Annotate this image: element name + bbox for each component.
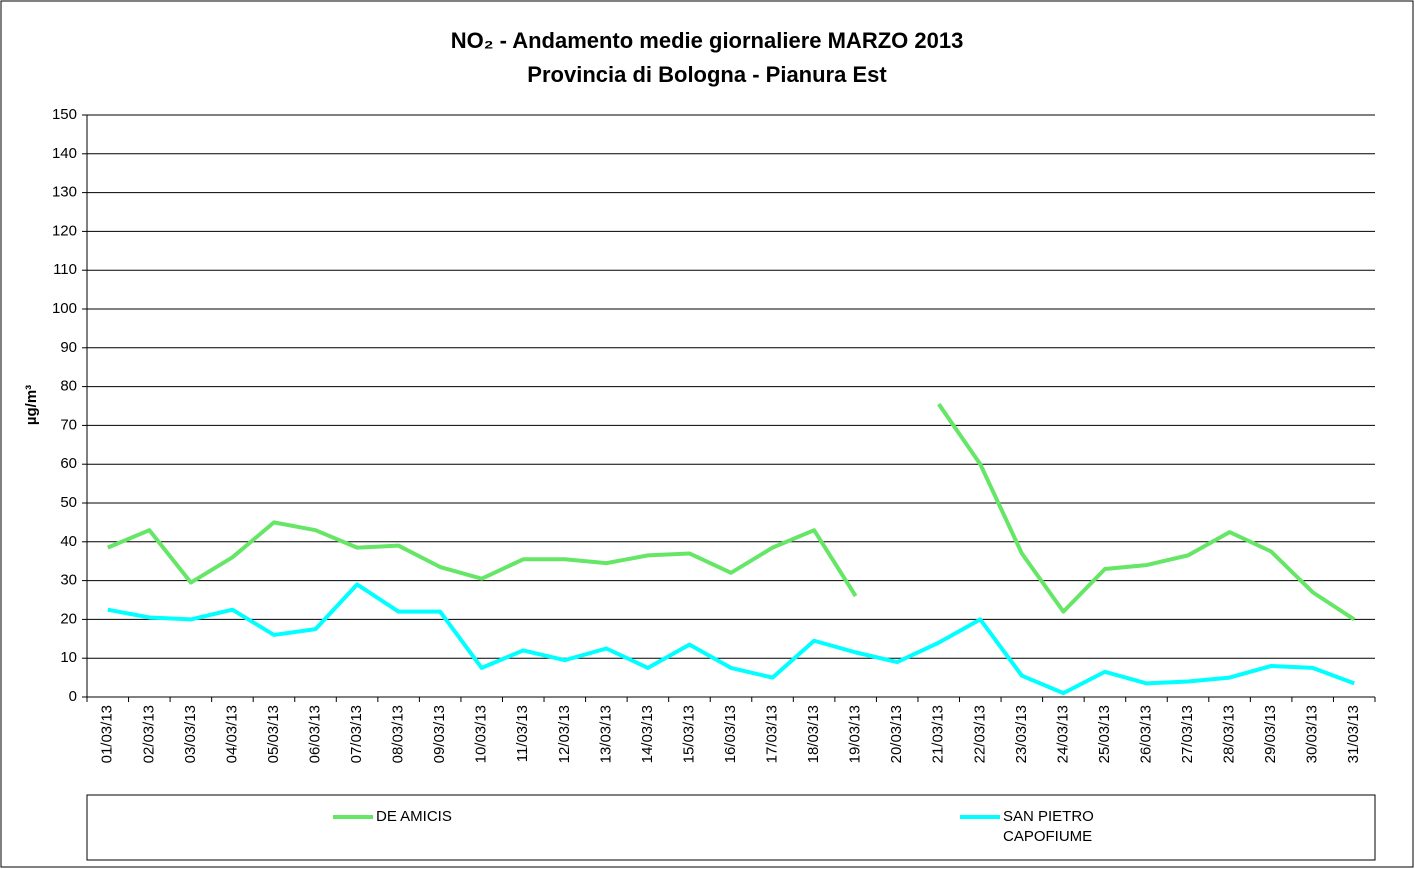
y-tick-label: 80: [60, 378, 77, 395]
x-tick-label: 20/03/13: [888, 705, 905, 763]
x-tick-label: 30/03/13: [1304, 705, 1321, 763]
y-tick-label: 140: [52, 145, 77, 162]
x-tick-label: 26/03/13: [1137, 705, 1154, 763]
y-tick-label: 50: [60, 494, 77, 511]
x-tick-label: 22/03/13: [971, 705, 988, 763]
x-tick-label: 23/03/13: [1013, 705, 1030, 763]
x-tick-label: 09/03/13: [431, 705, 448, 763]
x-tick-label: 31/03/13: [1345, 705, 1362, 763]
chart-subtitle: Provincia di Bologna - Pianura Est: [527, 62, 887, 87]
data-line: [107, 582, 1355, 696]
y-tick-label: 0: [69, 688, 77, 705]
y-tick-label: 60: [60, 455, 77, 472]
y-tick-label: 150: [52, 106, 77, 123]
data-line: [106, 402, 1356, 622]
x-tick-label: 28/03/13: [1221, 705, 1238, 763]
legend-box: [86, 794, 1376, 861]
x-tick-label: 18/03/13: [805, 705, 822, 763]
legend-label: DE AMICIS: [376, 808, 452, 825]
y-tick-label: 70: [60, 416, 77, 433]
x-tick-label: 24/03/13: [1054, 705, 1071, 763]
y-tick-label: 110: [53, 261, 77, 278]
x-tick-label: 12/03/13: [556, 705, 573, 763]
x-tick-label: 19/03/13: [847, 705, 864, 763]
y-tick-label: 30: [60, 572, 77, 589]
x-tick-label: 07/03/13: [348, 705, 365, 763]
y-tick-label: 120: [52, 222, 77, 239]
x-tick-label: 16/03/13: [722, 705, 739, 763]
y-axis-label: µg/m³: [23, 385, 40, 425]
x-tick-label: 15/03/13: [680, 705, 697, 763]
y-tick-label: 100: [52, 300, 77, 317]
y-tick-label: 10: [60, 649, 77, 666]
x-tick-label: 29/03/13: [1262, 705, 1279, 763]
x-tick-label: 13/03/13: [597, 705, 614, 763]
y-tick-label: 20: [60, 610, 77, 627]
legend-label: SAN PIETRO CAPOFIUME: [1003, 808, 1094, 845]
x-tick-label: 17/03/13: [764, 705, 781, 763]
y-tick-label: 40: [60, 533, 77, 550]
x-tick-label: 01/03/13: [99, 705, 116, 763]
x-tick-label: 14/03/13: [639, 705, 656, 763]
x-tick-label: 10/03/13: [473, 705, 490, 763]
x-tick-label: 04/03/13: [223, 705, 240, 763]
x-tick-label: 11/03/13: [514, 705, 531, 762]
x-tick-label: 08/03/13: [390, 705, 407, 763]
x-tick-label: 27/03/13: [1179, 705, 1196, 763]
x-tick-label: 21/03/13: [930, 705, 947, 763]
x-tick-label: 03/03/13: [182, 705, 199, 763]
chart-title: NO₂ - Andamento medie giornaliere MARZO …: [451, 28, 964, 53]
y-tick-label: 90: [60, 339, 77, 356]
x-tick-label: 25/03/13: [1096, 705, 1113, 763]
x-tick-label: 02/03/13: [140, 705, 157, 763]
x-tick-label: 06/03/13: [306, 705, 323, 763]
x-tick-label: 05/03/13: [265, 705, 282, 763]
y-tick-label: 130: [52, 184, 77, 201]
